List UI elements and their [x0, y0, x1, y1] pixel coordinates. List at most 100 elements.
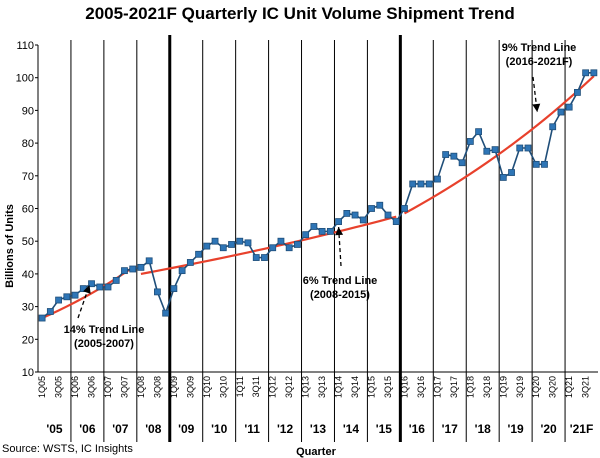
data-point — [343, 210, 351, 217]
data-point — [425, 180, 433, 188]
data-point — [63, 293, 71, 301]
data-point — [524, 144, 532, 152]
data-point — [195, 250, 202, 258]
x-tick-label: 1Q10 — [202, 376, 212, 398]
year-label: '05 — [46, 422, 63, 436]
x-tick-label: 1Q19 — [498, 376, 508, 398]
data-point — [590, 69, 598, 77]
x-tick-label: 3Q19 — [515, 376, 525, 398]
x-tick-label: 1Q20 — [531, 376, 541, 398]
x-tick-label: 1Q06 — [70, 376, 80, 398]
y-tick-label: 80 — [22, 138, 34, 150]
x-tick-label: 3Q07 — [119, 376, 129, 398]
x-tick-label: 1Q15 — [367, 376, 377, 398]
year-label: '19 — [508, 422, 525, 436]
data-point — [541, 160, 548, 168]
data-point — [351, 211, 359, 219]
data-point — [38, 314, 46, 322]
annotation-arrowhead — [335, 227, 344, 236]
x-tick-label: 3Q12 — [284, 376, 294, 398]
data-point — [269, 244, 277, 252]
year-label: '20 — [540, 422, 557, 436]
data-point — [417, 180, 425, 188]
data-point — [186, 259, 194, 266]
year-label: '10 — [211, 422, 228, 436]
data-point — [401, 205, 408, 212]
annotation-text: 6% Trend Line — [303, 275, 378, 287]
data-point — [178, 267, 186, 275]
annotation-text: (2005-2007) — [74, 338, 134, 350]
data-point — [335, 218, 342, 225]
data-point — [96, 283, 104, 291]
data-point — [55, 296, 62, 304]
x-tick-label: 3Q08 — [152, 376, 162, 398]
data-point — [294, 241, 301, 248]
data-point — [236, 237, 244, 245]
data-point — [532, 160, 540, 168]
data-point — [475, 128, 482, 136]
data-point — [458, 159, 466, 167]
data-point — [71, 291, 79, 299]
data-point — [508, 169, 515, 176]
data-point — [244, 239, 252, 247]
data-point — [565, 103, 573, 111]
x-tick-label: 3Q21 — [581, 376, 591, 398]
data-point — [211, 237, 219, 245]
data-point — [145, 257, 153, 265]
x-tick-label: 3Q16 — [416, 376, 426, 398]
annotation-arrowhead — [83, 285, 91, 294]
x-tick-label: 3Q17 — [449, 376, 459, 398]
y-tick-label: 10 — [22, 367, 34, 379]
year-label: '12 — [277, 422, 294, 436]
y-tick-label: 50 — [22, 236, 34, 248]
x-tick-label: 3Q10 — [218, 376, 228, 398]
trend-line — [140, 215, 397, 275]
y-axis-label: Billions of Units — [4, 204, 16, 288]
year-label: '08 — [145, 422, 162, 436]
data-point — [326, 227, 334, 235]
data-point — [285, 244, 293, 252]
source-note: Source: WSTS, IC Insights — [2, 443, 133, 455]
data-point — [318, 227, 326, 235]
year-label: '16 — [409, 422, 426, 436]
annotation-text: 14% Trend Line — [64, 324, 145, 336]
data-point — [252, 254, 260, 261]
data-point — [154, 288, 161, 296]
data-point — [129, 265, 137, 273]
data-point — [549, 123, 557, 131]
data-point — [121, 267, 128, 275]
year-label: '17 — [442, 422, 459, 436]
x-tick-label: 1Q13 — [301, 376, 311, 398]
annotation-text: 9% Trend Line — [502, 42, 577, 54]
x-tick-label: 3Q14 — [350, 376, 360, 398]
y-tick-label: 20 — [22, 334, 34, 346]
data-point — [302, 231, 310, 239]
y-tick-label: 100 — [16, 73, 34, 85]
x-tick-label: 3Q09 — [185, 376, 195, 398]
data-point — [170, 285, 178, 293]
x-tick-label: 3Q13 — [317, 376, 327, 398]
series-markers — [38, 69, 598, 322]
x-tick-label: 3Q15 — [383, 376, 393, 398]
data-point — [277, 237, 285, 245]
year-label: '09 — [178, 422, 195, 436]
year-label: '21F — [570, 422, 594, 436]
annotation-arrowhead — [532, 103, 541, 112]
y-tick-label: 110 — [16, 40, 34, 52]
data-point — [112, 277, 120, 284]
x-tick-label: 3Q05 — [54, 376, 64, 398]
chart-title: 2005-2021F Quarterly IC Unit Volume Ship… — [85, 4, 515, 23]
year-label: '06 — [79, 422, 96, 436]
data-point — [434, 175, 441, 183]
data-point — [219, 244, 227, 252]
data-point — [392, 218, 400, 225]
annotation-text: (2016-2021F) — [506, 56, 573, 68]
x-tick-label: 3Q18 — [482, 376, 492, 398]
y-tick-label: 60 — [22, 204, 34, 216]
x-tick-label: 3Q11 — [251, 376, 261, 397]
x-tick-label: 1Q09 — [169, 376, 179, 398]
year-label: '11 — [244, 422, 260, 436]
x-tick-label: 1Q12 — [268, 376, 278, 398]
x-tick-label: 1Q05 — [37, 376, 47, 398]
